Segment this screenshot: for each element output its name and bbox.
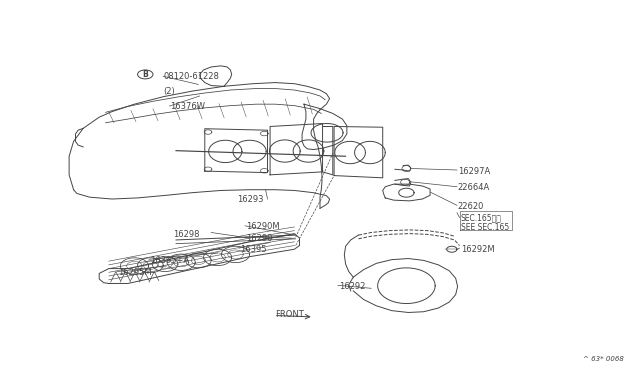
Text: 16292M: 16292M [461,245,495,254]
Text: 22664A: 22664A [458,183,490,192]
Text: 16298: 16298 [173,230,199,239]
Text: 16293: 16293 [237,195,263,203]
Text: 08120-61228: 08120-61228 [163,72,219,81]
Text: 16290: 16290 [246,234,273,243]
Text: SEE SEC.165: SEE SEC.165 [461,223,509,232]
Text: B: B [143,70,148,79]
Text: 22620: 22620 [458,202,484,211]
Text: (2): (2) [163,87,175,96]
Text: SEC.165参照: SEC.165参照 [461,213,502,222]
Text: 16290M: 16290M [246,222,280,231]
Text: 16292: 16292 [339,282,365,291]
Text: 16395+A: 16395+A [150,256,189,265]
Text: 16376W: 16376W [170,102,205,110]
Text: FRONT: FRONT [275,310,304,319]
Text: ^ 63* 0068: ^ 63* 0068 [583,356,624,362]
Text: 16295M: 16295M [118,268,152,277]
Text: 16297A: 16297A [458,167,490,176]
Text: 16395: 16395 [240,245,266,254]
